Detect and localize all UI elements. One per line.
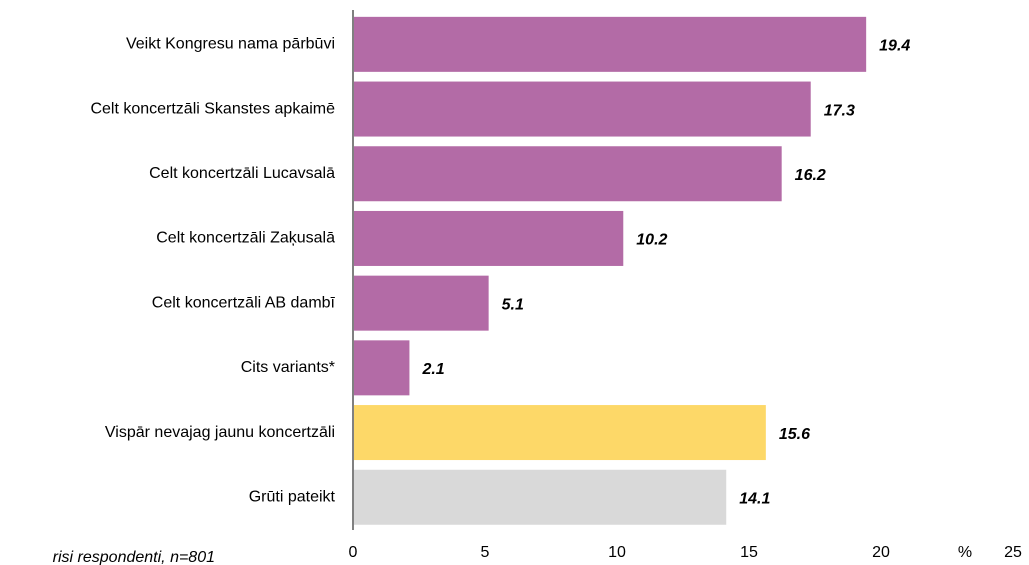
x-tick-label: 25 <box>1004 544 1022 561</box>
bar <box>354 275 489 331</box>
x-tick-label: 10 <box>608 544 626 561</box>
value-label: 15.6 <box>779 426 810 443</box>
y-tick-label: Grūti pateikt <box>249 488 336 505</box>
bar <box>354 405 766 461</box>
y-tick-label: Vispār nevajag jaunu koncertzāli <box>105 424 335 441</box>
bar <box>354 16 867 72</box>
y-tick-label: Celt koncertzāli Skanstes apkaimē <box>90 100 335 117</box>
x-tick-label: 0 <box>349 544 358 561</box>
x-axis-label: % <box>958 544 972 561</box>
value-label: 5.1 <box>502 296 524 313</box>
y-tick-label: Veikt Kongresu nama pārbūvi <box>126 36 335 53</box>
value-label: 16.2 <box>795 167 826 184</box>
value-label: 2.1 <box>421 361 444 378</box>
y-tick-label: Cits variants* <box>241 359 335 376</box>
bar <box>354 146 782 202</box>
y-tick-label: Celt koncertzāli AB dambī <box>152 294 336 311</box>
x-tick-label: 15 <box>740 544 758 561</box>
value-label: 10.2 <box>636 232 667 249</box>
bar <box>354 469 727 525</box>
y-tick-label: Celt koncertzāli Lucavsalā <box>149 165 335 182</box>
bar <box>354 340 410 396</box>
y-tick-label: Celt koncertzāli Zaķusalā <box>156 230 335 247</box>
bar <box>354 81 811 137</box>
value-label: 17.3 <box>824 102 855 119</box>
footnote: risi respondenti, n=801 <box>53 549 215 565</box>
x-tick-label: 5 <box>481 544 490 561</box>
value-label: 19.4 <box>879 38 910 55</box>
x-tick-label: 20 <box>872 544 890 561</box>
bar <box>354 210 624 266</box>
value-label: 14.1 <box>739 490 770 507</box>
